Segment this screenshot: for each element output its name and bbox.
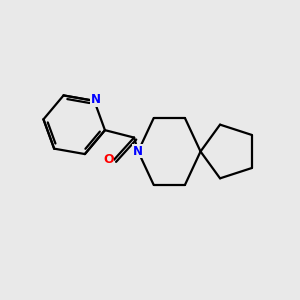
Text: N: N <box>91 93 100 106</box>
Text: N: N <box>133 145 142 158</box>
Text: O: O <box>103 153 114 166</box>
